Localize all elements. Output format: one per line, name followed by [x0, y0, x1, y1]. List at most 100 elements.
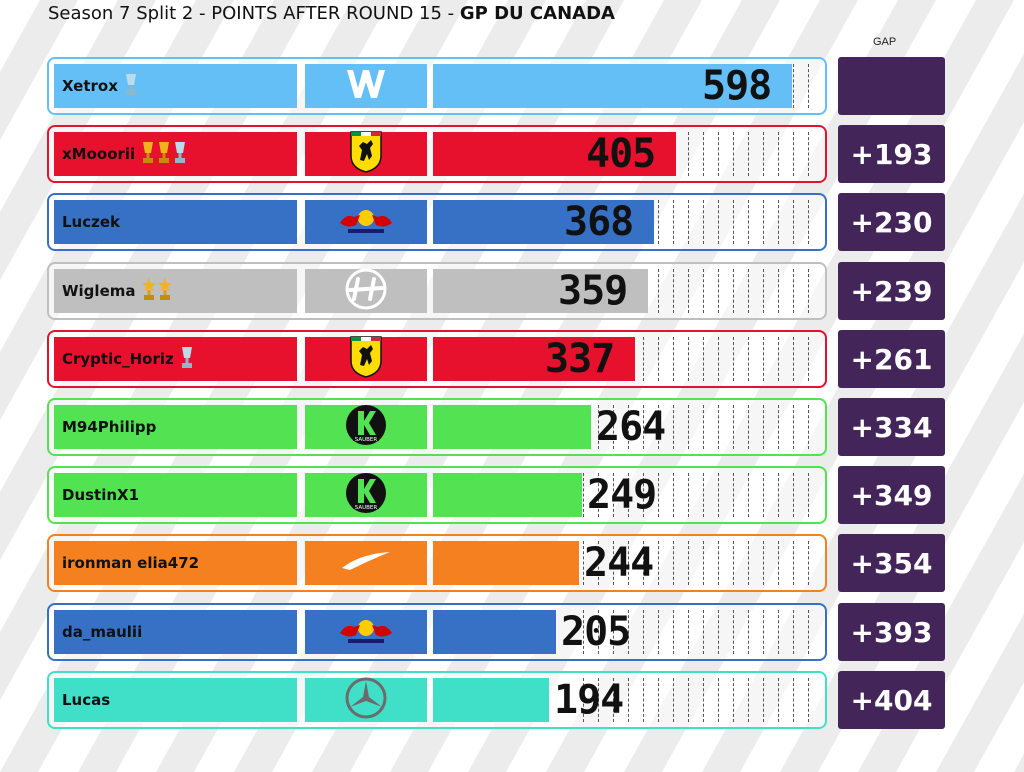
- haas-logo-icon: [344, 267, 388, 315]
- team-logo-cell: [305, 131, 427, 176]
- grid-line: [778, 269, 779, 313]
- grid-line: [673, 610, 674, 654]
- grid-line: [613, 405, 614, 449]
- grid-line: [688, 678, 689, 722]
- team-logo-cell: [305, 676, 427, 724]
- driver-name: da_maulii: [62, 623, 143, 641]
- grid-line: [733, 678, 734, 722]
- driver-name-cell: Cryptic_Horiz: [54, 337, 297, 381]
- points-label: 205: [561, 609, 631, 655]
- grid-line: [763, 541, 764, 585]
- gap-box: +354: [838, 534, 945, 592]
- points-label: 368: [564, 199, 634, 245]
- gap-value: +393: [850, 615, 933, 649]
- gap-box: +349: [838, 466, 945, 524]
- gap-value: +349: [850, 478, 933, 512]
- background-stripe: [0, 0, 78, 141]
- grid-line: [673, 269, 674, 313]
- grid-line: [718, 610, 719, 654]
- points-bar: [433, 610, 556, 654]
- driver-name: DustinX1: [62, 486, 140, 504]
- grid-line: [808, 405, 809, 449]
- team-logo-cell: [305, 610, 427, 654]
- grid-line: [688, 405, 689, 449]
- grid-line: [718, 337, 719, 381]
- bar-area: 337: [433, 335, 823, 383]
- grid-line: [793, 200, 794, 244]
- grid-line: [583, 610, 584, 654]
- grid-line: [658, 678, 659, 722]
- grid-line: [583, 473, 584, 517]
- gap-box: +230: [838, 193, 945, 251]
- grid-line: [643, 473, 644, 517]
- grid-line: [793, 405, 794, 449]
- grid-line: [748, 269, 749, 313]
- grid-line: [748, 473, 749, 517]
- points-bar: [433, 132, 676, 176]
- team-logo-cell: SAUBER: [305, 473, 427, 517]
- grid-line: [598, 541, 599, 585]
- grid-line: [808, 64, 809, 108]
- grid-line: [688, 200, 689, 244]
- background-stripe: [936, 614, 1024, 772]
- points-label: 337: [545, 336, 615, 382]
- grid-line: [718, 200, 719, 244]
- grid-line: [778, 610, 779, 654]
- driver-name: ironman elia472: [62, 554, 200, 572]
- gap-value: +334: [850, 410, 933, 444]
- bar-area: 249: [433, 471, 823, 519]
- driver-name: Xetrox: [62, 77, 118, 95]
- grid-line: [718, 473, 719, 517]
- bar-area: 244: [433, 539, 823, 587]
- mercedes-logo-icon: [344, 676, 388, 724]
- grid-line: [748, 337, 749, 381]
- standings-row: Lucas 194: [47, 671, 827, 729]
- grid-line: [748, 405, 749, 449]
- points-label: 264: [596, 404, 666, 450]
- grid-line: [763, 678, 764, 722]
- driver-name-cell: Lucas: [54, 678, 297, 722]
- grid-line: [793, 337, 794, 381]
- williams-logo-icon: [343, 66, 389, 106]
- standings-row: M94Philipp SAUBER 264: [47, 398, 827, 456]
- grid-line: [643, 541, 644, 585]
- gap-box: +404: [838, 671, 945, 729]
- silver-trophy-icon: [173, 141, 187, 167]
- grid-line: [793, 473, 794, 517]
- gold-trophy-icon: [157, 141, 171, 167]
- grid-line: [613, 678, 614, 722]
- driver-name: Luczek: [62, 213, 121, 231]
- grid-line: [703, 541, 704, 585]
- grid-line: [718, 405, 719, 449]
- standings-row: DustinX1 SAUBER 249: [47, 466, 827, 524]
- grid-line: [658, 405, 659, 449]
- grid-line: [763, 269, 764, 313]
- points-label: 405: [586, 131, 656, 177]
- grid-line: [688, 473, 689, 517]
- points-bar: [433, 200, 654, 244]
- bar-area: 194: [433, 676, 823, 724]
- driver-name-cell: DustinX1: [54, 473, 297, 517]
- points-label: 249: [587, 472, 657, 518]
- grid-line: [793, 132, 794, 176]
- bar-area: 359: [433, 267, 823, 315]
- page-title: Season 7 Split 2 - POINTS AFTER ROUND 15…: [48, 2, 615, 26]
- gap-box: +334: [838, 398, 945, 456]
- driver-name-cell: Wiglema: [54, 269, 297, 313]
- points-bar: [433, 64, 792, 108]
- driver-name-cell: ironman elia472: [54, 541, 297, 585]
- grid-line: [748, 200, 749, 244]
- sauber-logo-icon: SAUBER: [344, 471, 388, 519]
- ferrari-logo-icon: [348, 335, 384, 383]
- driver-name: Wiglema: [62, 282, 136, 300]
- standings-row: Wiglema 359: [47, 262, 827, 320]
- grid-line: [673, 541, 674, 585]
- grid-line: [763, 200, 764, 244]
- grid-line: [733, 200, 734, 244]
- grid-line: [748, 678, 749, 722]
- gap-value: +354: [850, 546, 933, 580]
- red-bull-logo-icon: [336, 203, 396, 241]
- gap-column-header: GAP: [873, 36, 897, 48]
- grid-line: [688, 132, 689, 176]
- grid-line: [673, 337, 674, 381]
